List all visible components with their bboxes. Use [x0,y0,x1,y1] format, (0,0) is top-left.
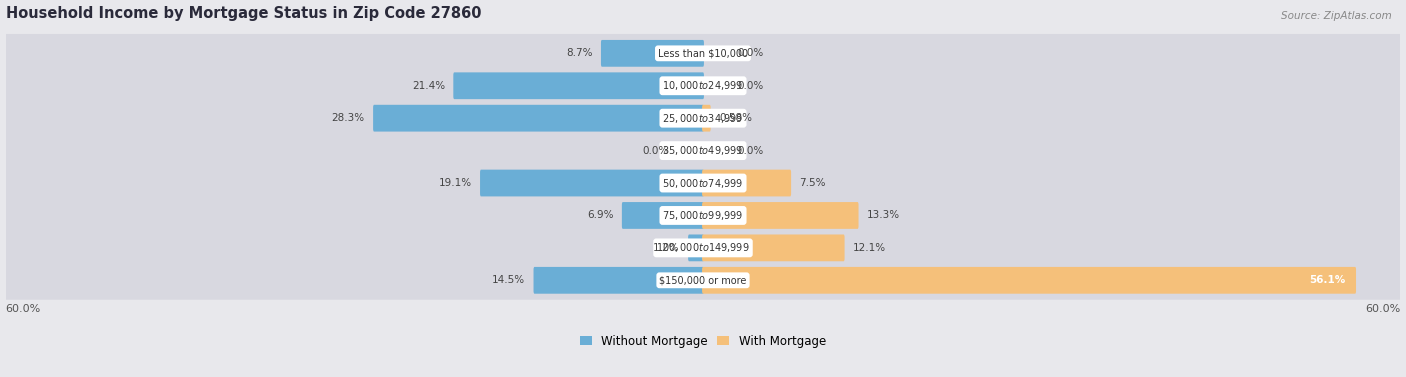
Text: 60.0%: 60.0% [6,305,41,314]
Text: 0.0%: 0.0% [643,146,668,156]
FancyBboxPatch shape [4,228,1402,267]
Text: $50,000 to $74,999: $50,000 to $74,999 [662,176,744,190]
FancyBboxPatch shape [453,72,704,99]
Text: $100,000 to $149,999: $100,000 to $149,999 [657,241,749,254]
Text: 13.3%: 13.3% [868,210,900,221]
Text: $10,000 to $24,999: $10,000 to $24,999 [662,79,744,92]
FancyBboxPatch shape [688,234,704,261]
FancyBboxPatch shape [4,34,1402,73]
FancyBboxPatch shape [4,196,1402,235]
Text: 0.0%: 0.0% [738,81,763,91]
Text: 8.7%: 8.7% [567,48,592,58]
FancyBboxPatch shape [600,40,704,67]
FancyBboxPatch shape [4,99,1402,138]
FancyBboxPatch shape [702,170,792,196]
FancyBboxPatch shape [4,164,1402,202]
Text: Less than $10,000: Less than $10,000 [658,48,748,58]
Text: $75,000 to $99,999: $75,000 to $99,999 [662,209,744,222]
FancyBboxPatch shape [4,261,1402,300]
FancyBboxPatch shape [533,267,704,294]
Legend: Without Mortgage, With Mortgage: Without Mortgage, With Mortgage [578,333,828,350]
Text: 6.9%: 6.9% [586,210,613,221]
Text: Source: ZipAtlas.com: Source: ZipAtlas.com [1281,11,1392,21]
FancyBboxPatch shape [4,66,1402,105]
Text: Household Income by Mortgage Status in Zip Code 27860: Household Income by Mortgage Status in Z… [6,6,481,21]
Text: 60.0%: 60.0% [1365,305,1400,314]
FancyBboxPatch shape [621,202,704,229]
FancyBboxPatch shape [702,202,859,229]
Text: 28.3%: 28.3% [332,113,364,123]
Text: $25,000 to $34,999: $25,000 to $34,999 [662,112,744,125]
Text: $150,000 or more: $150,000 or more [659,275,747,285]
FancyBboxPatch shape [373,105,704,132]
Text: 19.1%: 19.1% [439,178,471,188]
Text: $35,000 to $49,999: $35,000 to $49,999 [662,144,744,157]
Text: 56.1%: 56.1% [1309,275,1346,285]
Text: 12.1%: 12.1% [853,243,886,253]
Text: 0.0%: 0.0% [738,48,763,58]
Text: 0.58%: 0.58% [718,113,752,123]
FancyBboxPatch shape [479,170,704,196]
Text: 1.2%: 1.2% [654,243,679,253]
Text: 21.4%: 21.4% [412,81,444,91]
FancyBboxPatch shape [702,105,710,132]
FancyBboxPatch shape [702,267,1355,294]
FancyBboxPatch shape [702,234,845,261]
FancyBboxPatch shape [4,131,1402,170]
Text: 0.0%: 0.0% [738,146,763,156]
Text: 14.5%: 14.5% [492,275,526,285]
Text: 7.5%: 7.5% [800,178,825,188]
